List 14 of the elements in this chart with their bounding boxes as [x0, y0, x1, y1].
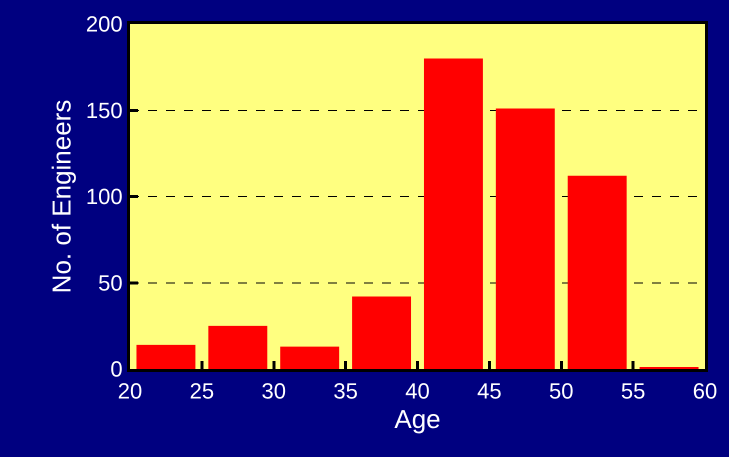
- x-tick-label: 50: [549, 378, 574, 404]
- x-tick-label: 30: [262, 378, 286, 404]
- y-tick-label: 150: [86, 98, 123, 123]
- x-tick-label: 25: [190, 378, 214, 404]
- x-axis-title: Age: [394, 404, 441, 434]
- y-tick-label: 200: [86, 12, 123, 37]
- x-tick-label: 35: [333, 378, 358, 404]
- x-tick-label: 55: [620, 378, 646, 404]
- x-tick-label: 45: [477, 378, 502, 404]
- y-axis-title: No. of Engineers: [46, 100, 76, 294]
- x-tick-label: 40: [405, 378, 430, 404]
- y-tick-label: 100: [86, 184, 123, 210]
- y-tick-label: 50: [98, 270, 123, 296]
- x-tick-label: 60: [692, 378, 718, 404]
